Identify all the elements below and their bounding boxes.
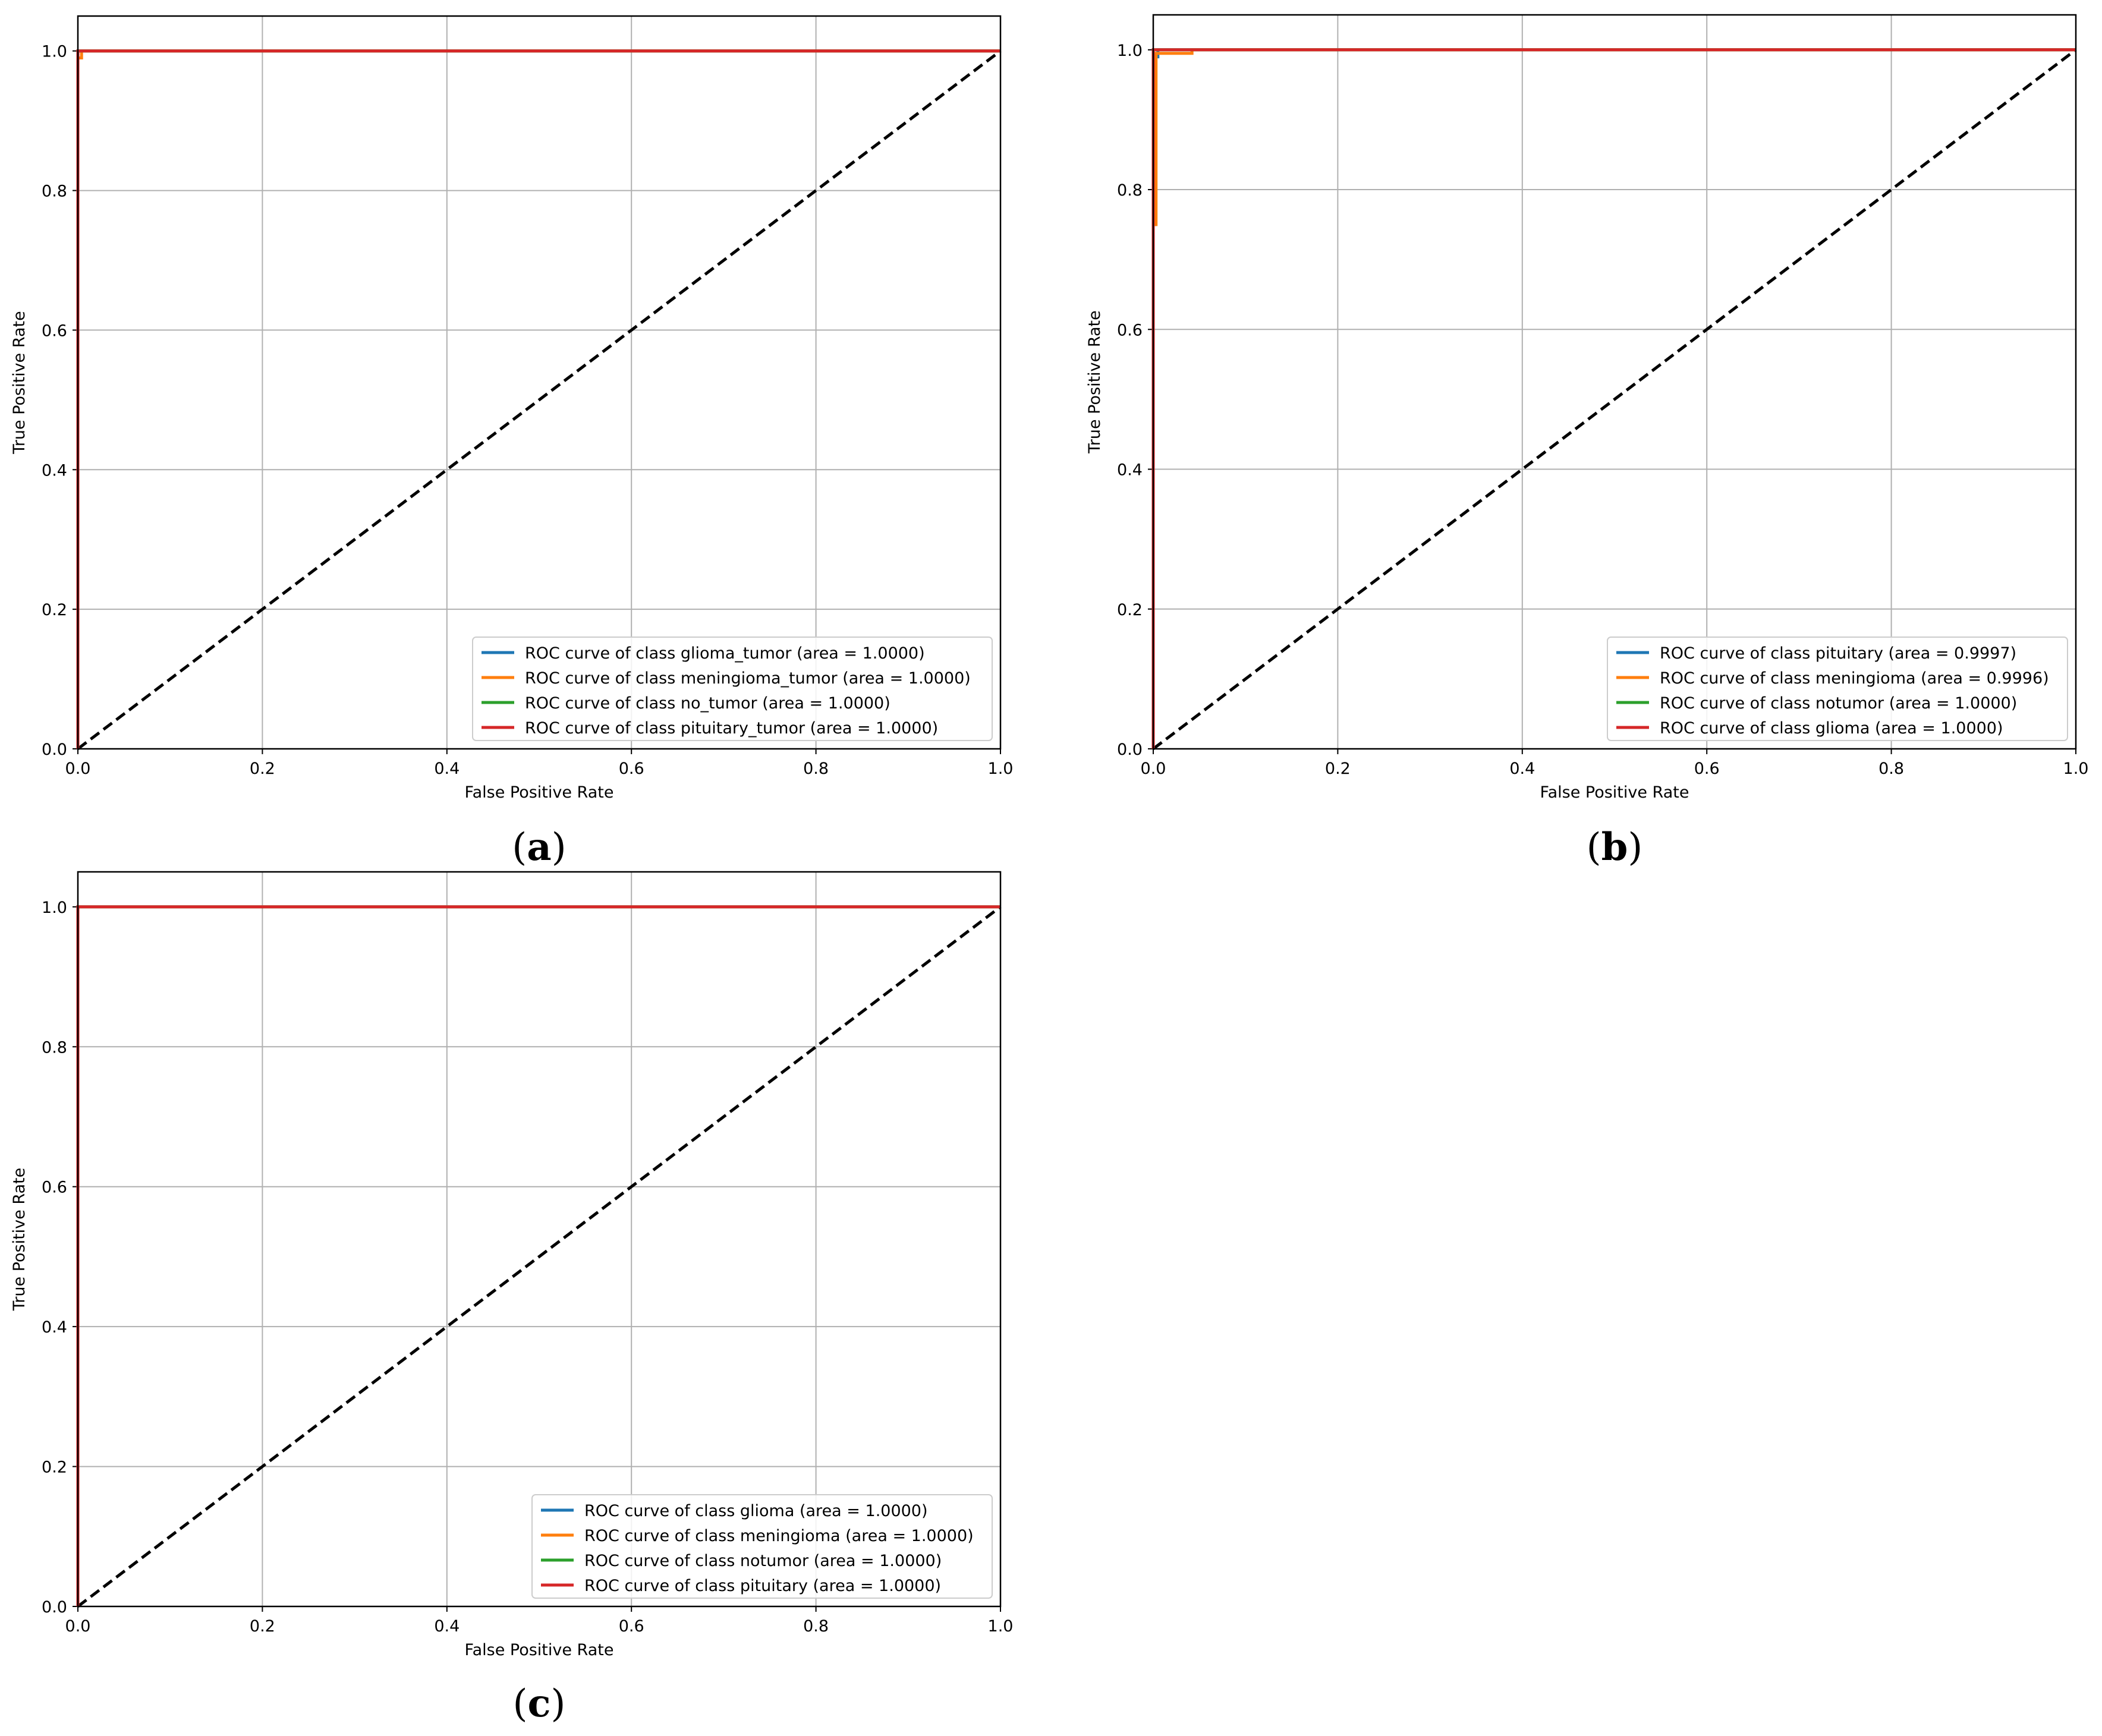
- x-tick-label: 0.4: [1509, 760, 1535, 778]
- y-tick-label: 0.8: [42, 1038, 67, 1057]
- legend-entry-label: ROC curve of class pituitary_tumor (area…: [525, 719, 938, 738]
- y-tick-label: 0.4: [42, 461, 67, 480]
- chart-panel-a: 0.0 0.2 0.4 0.6 0.8 1.0 0.0 0.2 0.4 0.6 0.8 1.0 Fals…: [10, 15, 1014, 869]
- y-tick-label: 1.0: [42, 43, 67, 61]
- x-tick-label: 0.0: [65, 760, 91, 778]
- x-axis-label: False Positive Rate: [465, 1641, 614, 1659]
- y-tick-label: 0.8: [42, 182, 67, 201]
- legend-box: [472, 637, 993, 741]
- plot-frame: [77, 871, 1002, 1608]
- y-tick-label: 0.2: [1117, 601, 1143, 619]
- legend-entry-label: ROC curve of class meningioma (area = 1.…: [584, 1527, 974, 1545]
- y-tick-label: 0.2: [42, 1458, 67, 1477]
- y-tick-label: 0.4: [42, 1318, 67, 1337]
- caption-close: ): [552, 826, 567, 869]
- caption-open: (: [1587, 826, 1601, 869]
- y-tick-label: 0.6: [42, 1179, 67, 1197]
- y-tick-label: 0.6: [42, 322, 67, 340]
- y-axis-label: True Positive Rate: [1085, 310, 1104, 454]
- x-tick-label: 0.2: [1325, 760, 1351, 778]
- x-axis-label: False Positive Rate: [1540, 783, 1689, 802]
- x-tick-label: 0.8: [803, 1617, 829, 1636]
- legend-entry-label: ROC curve of class meningioma (area = 0.…: [1660, 669, 2049, 688]
- x-tick-label: 0.6: [619, 1617, 644, 1636]
- x-tick-label: 1.0: [988, 1617, 1014, 1636]
- x-tick-label: 0.2: [250, 1617, 275, 1636]
- panel-caption: (b): [1587, 825, 1643, 869]
- y-tick-label: 0.6: [1117, 321, 1143, 339]
- legend-box: [531, 1494, 993, 1599]
- x-tick-label: 0.6: [1694, 760, 1720, 778]
- x-tick-label: 0.2: [250, 760, 275, 778]
- diagonal-reference-line: [77, 905, 1002, 1608]
- x-tick-label: 0.4: [434, 760, 460, 778]
- plot-frame: [1152, 14, 2077, 750]
- legend-entry-label: ROC curve of class pituitary (area = 1.0…: [584, 1577, 941, 1595]
- diagonal-reference-line: [77, 49, 1002, 750]
- x-tick-label: 0.4: [434, 1617, 460, 1636]
- x-tick-label: 0.0: [65, 1617, 91, 1636]
- y-tick-label: 0.2: [42, 601, 67, 619]
- caption-close: ): [550, 1682, 565, 1726]
- diagonal-reference-line: [1152, 48, 2077, 750]
- x-tick-label: 0.0: [1141, 760, 1166, 778]
- caption-letter: c: [528, 1681, 551, 1726]
- caption-letter: a: [527, 825, 551, 869]
- legend-entry-label: ROC curve of class meningioma_tumor (are…: [525, 669, 971, 688]
- legend: ROC curve of class glioma_tumor (area = …: [472, 637, 993, 741]
- legend: ROC curve of class glioma (area = 1.0000…: [531, 1494, 993, 1599]
- legend-box: [1607, 637, 2068, 741]
- panel-caption: (a): [512, 825, 566, 869]
- chart-panel-b: 0.0 0.2 0.4 0.6 0.8 1.0 0.0 0.2 0.4 0.6 0.8 1.0 Fals…: [1085, 14, 2089, 869]
- y-axis-label: True Positive Rate: [10, 1168, 29, 1312]
- caption-letter: b: [1601, 825, 1628, 869]
- legend-entry-label: ROC curve of class no_tumor (area = 1.00…: [525, 694, 890, 713]
- plot-frame: [77, 15, 1002, 750]
- caption-open: (: [512, 826, 527, 869]
- chart-panel-c: 0.0 0.2 0.4 0.6 0.8 1.0 0.0 0.2 0.4 0.6 0.8 1.0 Fals…: [10, 871, 1014, 1726]
- x-tick-label: 0.8: [803, 760, 829, 778]
- legend-entry-label: ROC curve of class glioma (area = 1.0000…: [584, 1502, 928, 1520]
- legend-entry-label: ROC curve of class notumor (area = 1.000…: [1660, 694, 2017, 713]
- y-tick-label: 0.0: [1117, 741, 1143, 759]
- y-tick-label: 0.8: [1117, 181, 1143, 200]
- x-tick-label: 0.8: [1878, 760, 1904, 778]
- y-tick-label: 0.0: [42, 1598, 67, 1617]
- x-tick-label: 0.6: [619, 760, 644, 778]
- legend-entry-label: ROC curve of class glioma (area = 1.0000…: [1660, 719, 2003, 738]
- caption-close: ): [1628, 826, 1642, 869]
- x-tick-label: 1.0: [2063, 760, 2089, 778]
- legend-entry-label: ROC curve of class pituitary (area = 0.9…: [1660, 644, 2016, 663]
- y-tick-label: 0.0: [42, 741, 67, 759]
- y-tick-label: 1.0: [1117, 42, 1143, 60]
- y-tick-label: 1.0: [42, 899, 67, 917]
- legend-entry-label: ROC curve of class glioma_tumor (area = …: [525, 644, 925, 663]
- y-axis-label: True Positive Rate: [10, 311, 29, 455]
- x-tick-label: 1.0: [988, 760, 1014, 778]
- legend-entry-label: ROC curve of class notumor (area = 1.000…: [584, 1552, 942, 1570]
- legend: ROC curve of class pituitary (area = 0.9…: [1607, 637, 2068, 741]
- y-tick-label: 0.4: [1117, 461, 1143, 480]
- panel-caption: (c): [513, 1681, 566, 1726]
- x-axis-label: False Positive Rate: [465, 783, 614, 802]
- caption-open: (: [513, 1682, 528, 1726]
